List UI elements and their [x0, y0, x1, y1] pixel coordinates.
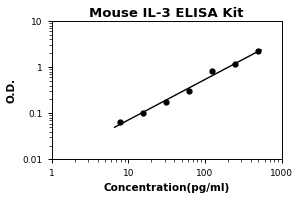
- Point: [210, 70, 215, 73]
- Point: [141, 112, 146, 115]
- X-axis label: Concentration(pg/ml): Concentration(pg/ml): [103, 183, 230, 193]
- Point: [233, 62, 238, 65]
- Point: [256, 50, 261, 53]
- Point: [187, 90, 192, 93]
- Title: Mouse IL-3 ELISA Kit: Mouse IL-3 ELISA Kit: [89, 7, 244, 20]
- Point: [164, 100, 169, 103]
- Y-axis label: O.D.: O.D.: [7, 78, 17, 103]
- Point: [118, 120, 122, 124]
